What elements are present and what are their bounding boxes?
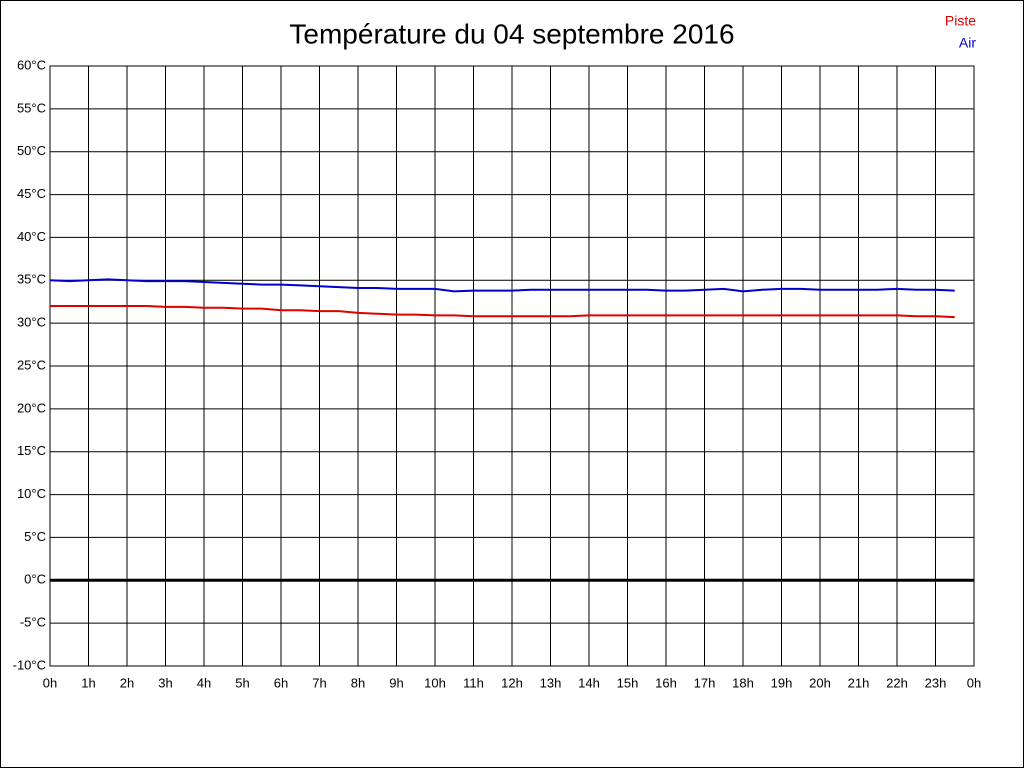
y-tick-label: 45°C [17, 186, 46, 201]
y-tick-label: 35°C [17, 272, 46, 287]
x-tick-label: 5h [235, 675, 249, 690]
x-tick-label: 17h [694, 675, 716, 690]
x-tick-label: 16h [655, 675, 677, 690]
x-tick-label: 23h [925, 675, 947, 690]
x-tick-label: 0h [43, 675, 57, 690]
y-tick-label: 0°C [24, 572, 46, 587]
x-tick-label: 14h [578, 675, 600, 690]
y-tick-label: 40°C [17, 229, 46, 244]
series-line [49, 278, 955, 293]
x-tick-label: 10h [424, 675, 446, 690]
legend-label: Piste [945, 13, 976, 29]
y-tick-label: 5°C [24, 529, 46, 544]
y-tick-label: 60°C [17, 57, 46, 72]
y-tick-label: -10°C [13, 657, 46, 672]
x-tick-label: 11h [463, 675, 484, 690]
y-tick-label: 20°C [17, 400, 46, 415]
chart-title: Température du 04 septembre 2016 [289, 18, 734, 49]
x-tick-label: 7h [312, 675, 326, 690]
x-tick-label: 22h [886, 675, 908, 690]
y-tick-label: 15°C [17, 443, 46, 458]
x-tick-label: 0h [967, 675, 981, 690]
legend-label: Air [959, 35, 976, 51]
x-tick-label: 6h [274, 675, 288, 690]
x-tick-label: 18h [732, 675, 754, 690]
y-tick-label: 10°C [17, 486, 46, 501]
x-tick-label: 20h [809, 675, 831, 690]
y-tick-label: 30°C [17, 315, 46, 330]
x-tick-label: 4h [197, 675, 211, 690]
x-tick-label: 12h [501, 675, 523, 690]
y-tick-label: 25°C [17, 357, 46, 372]
x-tick-label: 9h [389, 675, 403, 690]
y-tick-label: 55°C [17, 100, 46, 115]
x-tick-label: 19h [771, 675, 793, 690]
x-tick-label: 8h [351, 675, 365, 690]
x-tick-label: 13h [540, 675, 562, 690]
x-tick-label: 21h [848, 675, 870, 690]
x-tick-label: 15h [617, 675, 639, 690]
y-tick-label: 50°C [17, 143, 46, 158]
y-tick-label: -5°C [20, 615, 46, 630]
series-line [50, 305, 955, 319]
x-tick-label: 3h [158, 675, 172, 690]
x-tick-label: 1h [81, 675, 95, 690]
x-tick-label: 2h [120, 675, 134, 690]
